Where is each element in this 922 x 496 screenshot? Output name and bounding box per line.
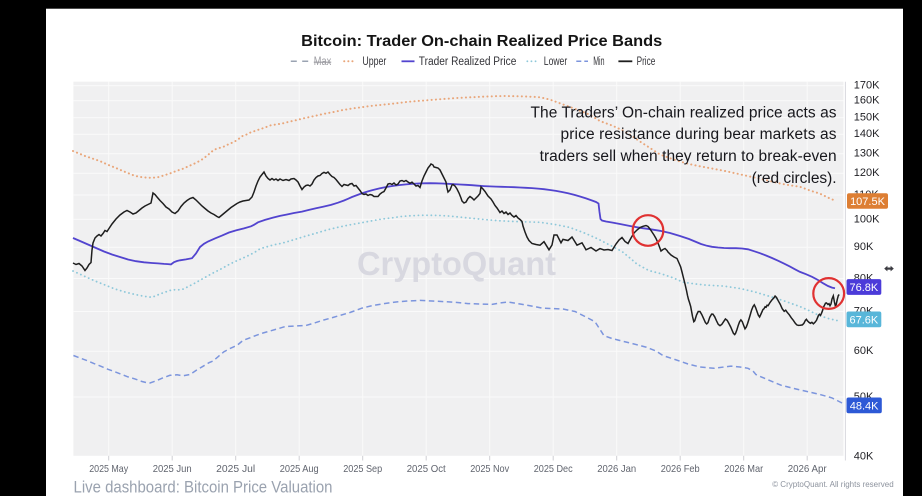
svg-text:90K: 90K [854, 241, 874, 253]
svg-text:Min: Min [593, 56, 604, 68]
svg-text:© CryptoQuant. All rights rese: © CryptoQuant. All rights reserved [772, 480, 894, 489]
svg-text:Upper: Upper [362, 56, 386, 68]
svg-text:107.5K: 107.5K [850, 196, 886, 208]
svg-text:The Traders’ On-chain realized: The Traders’ On-chain realized price act… [531, 105, 841, 187]
svg-text:130K: 130K [854, 148, 880, 160]
svg-text:Lower: Lower [544, 56, 568, 68]
svg-text:100K: 100K [854, 213, 880, 225]
svg-text:2025 Dec: 2025 Dec [534, 464, 573, 475]
svg-text:120K: 120K [854, 167, 880, 179]
svg-text:Bitcoin: Trader On-chain Reali: Bitcoin: Trader On-chain Realized Price … [301, 33, 662, 50]
svg-text:Max: Max [314, 56, 332, 68]
svg-text:2025 Jun: 2025 Jun [153, 464, 192, 475]
svg-text:40K: 40K [854, 450, 874, 462]
svg-text:CryptoQuant: CryptoQuant [357, 245, 556, 282]
svg-text:2025 Sep: 2025 Sep [343, 464, 382, 475]
svg-text:2026 Apr: 2026 Apr [788, 464, 828, 475]
svg-text:2025 Oct: 2025 Oct [407, 464, 446, 475]
svg-text:170K: 170K [854, 80, 880, 92]
svg-text:2025 Nov: 2025 Nov [470, 464, 510, 475]
svg-text:67.6K: 67.6K [850, 314, 879, 326]
svg-text:48.4K: 48.4K [850, 400, 879, 412]
svg-text:150K: 150K [854, 112, 880, 124]
svg-text:2025 Jul: 2025 Jul [216, 464, 255, 475]
svg-text:60K: 60K [854, 345, 874, 357]
svg-text:2025 Aug: 2025 Aug [280, 464, 319, 475]
svg-text:2026 Feb: 2026 Feb [661, 464, 700, 475]
svg-text:Trader Realized Price: Trader Realized Price [419, 56, 517, 68]
svg-text:160K: 160K [854, 95, 880, 107]
svg-text:76.8K: 76.8K [850, 282, 879, 294]
svg-text:Live dashboard: Bitcoin Price: Live dashboard: Bitcoin Price Valuation [74, 478, 333, 496]
svg-text:2026 Mar: 2026 Mar [724, 464, 764, 475]
svg-text:2026 Jan: 2026 Jan [597, 464, 636, 475]
svg-text:2025 May: 2025 May [89, 464, 129, 475]
svg-text:140K: 140K [854, 128, 880, 140]
svg-text:Price: Price [637, 56, 656, 68]
